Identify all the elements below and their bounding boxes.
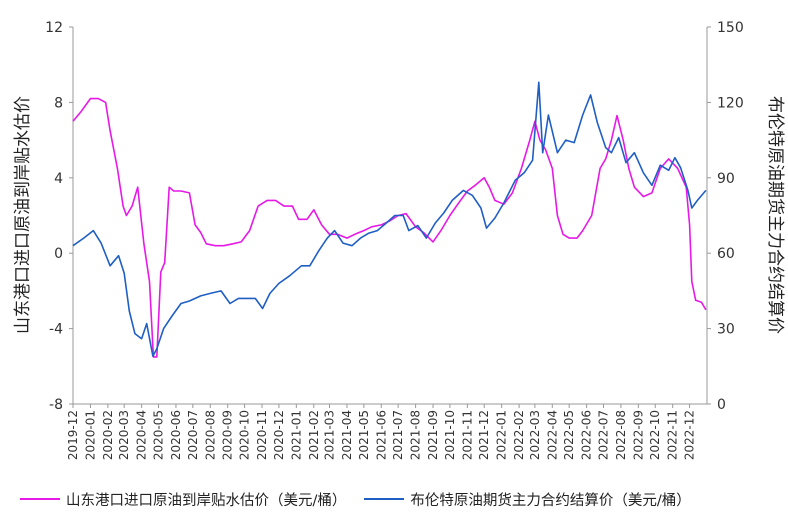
x-tick-label: 2021-11: [460, 410, 474, 460]
x-tick-label: 2020-01: [83, 410, 97, 460]
x-tick-label: 2022-06: [580, 410, 594, 460]
y-right-tick-label: 60: [717, 246, 735, 262]
series-line-discount: [72, 97, 707, 358]
y-right-tick-label: 120: [717, 95, 744, 111]
plot-area: [72, 27, 708, 405]
y-right-tick-label: 0: [717, 397, 726, 413]
y-left-tick-label: 8: [54, 95, 63, 111]
x-tick-label: 2021-09: [426, 410, 440, 460]
legend-label-brent: 布伦特原油期货主力合约结算价（美元/桶）: [410, 492, 691, 509]
x-tick-label: 2021-12: [477, 410, 491, 460]
y-left-tick-label: 0: [54, 246, 63, 262]
legend-swatch-discount: [20, 498, 60, 500]
x-tick-label: 2020-08: [203, 410, 217, 460]
x-tick-label: 2022-07: [596, 410, 610, 460]
x-tick-label: 2021-03: [323, 410, 337, 460]
y-left-tick-label: -8: [49, 397, 63, 413]
x-tick-label: 2022-12: [683, 410, 697, 460]
legend: 山东港口进口原油到岸贴水估价（美元/桶） 布伦特原油期货主力合约结算价（美元/桶…: [20, 488, 780, 510]
x-tick-label: 2020-09: [221, 410, 235, 460]
x-tick-label: 2022-11: [666, 410, 680, 460]
x-tick-label: 2020-04: [135, 410, 149, 460]
x-tick-label: 2021-01: [289, 410, 303, 460]
y-left-axis-label: 山东港口进口原油到岸贴水估价: [13, 96, 33, 334]
x-tick-label: 2019-12: [66, 410, 80, 460]
x-tick-label: 2022-08: [614, 410, 628, 460]
x-tick-label: 2020-07: [186, 410, 200, 460]
y-right-ticks: 150 120 90 60 30 0: [707, 20, 744, 413]
x-tick-label: 2022-09: [631, 410, 645, 460]
series-layer: [72, 81, 707, 358]
legend-swatch-brent: [364, 498, 405, 500]
x-tick-label: 2022-05: [562, 410, 576, 460]
x-tick-label: 2020-03: [117, 410, 131, 460]
legend-item-discount: 山东港口进口原油到岸贴水估价（美元/桶）: [20, 489, 346, 510]
y-left-ticks: 12 8 4 0 -4 -8: [45, 20, 73, 413]
x-tick-label: 2022-10: [648, 410, 662, 460]
x-tick-label: 2020-10: [238, 410, 252, 460]
x-tick-label: 2021-10: [443, 410, 457, 460]
x-tick-label: 2021-08: [409, 410, 423, 460]
y-right-tick-label: 90: [717, 171, 735, 187]
x-tick-label: 2021-06: [374, 410, 388, 460]
x-tick-label: 2020-11: [255, 410, 269, 460]
x-tick-label: 2022-04: [545, 410, 559, 460]
y-left-tick-label: -4: [49, 322, 63, 338]
y-left-tick-label: 4: [54, 171, 63, 187]
legend-label-discount: 山东港口进口原油到岸贴水估价（美元/桶）: [66, 492, 347, 509]
x-tick-label: 2022-02: [512, 410, 526, 460]
x-tick-label: 2020-06: [169, 410, 183, 460]
y-right-tick-label: 30: [717, 322, 735, 338]
x-tick-label: 2020-12: [272, 410, 286, 460]
y-right-tick-label: 150: [717, 20, 744, 36]
x-tick-label: 2020-02: [101, 410, 115, 460]
y-right-axis-label: 布伦特原油期货主力合约结算价: [765, 96, 785, 334]
x-tick-label: 2022-03: [528, 410, 542, 460]
x-tick-label: 2021-04: [340, 410, 354, 460]
x-tick-label: 2021-05: [357, 410, 371, 460]
x-tick-label: 2020-05: [152, 410, 166, 460]
y-left-tick-label: 12: [45, 20, 63, 36]
series-line-brent: [72, 81, 707, 357]
x-tick-label: 2022-01: [495, 410, 509, 460]
x-tick-label: 2021-07: [391, 410, 405, 460]
x-tick-label: 2021-02: [307, 410, 321, 460]
x-ticks: 2019-12 2020-01 2020-02 2020-03 2020-04 2020-…: [66, 404, 697, 460]
legend-item-brent: 布伦特原油期货主力合约结算价（美元/桶）: [364, 489, 691, 510]
